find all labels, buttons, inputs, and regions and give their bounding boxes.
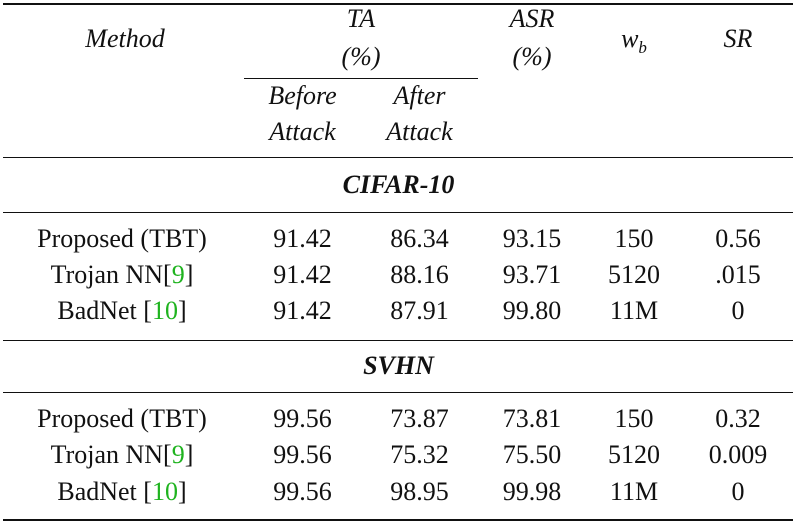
header-asr: ASR <box>509 4 555 33</box>
section-divider <box>3 340 793 342</box>
row-sr: 0.009 <box>708 440 768 469</box>
row-method: Proposed (TBT) <box>37 224 207 253</box>
row-method-text: BadNet [ <box>57 477 152 506</box>
row-before: 91.42 <box>273 296 332 325</box>
row-wb: 5120 <box>608 260 660 289</box>
row-after: 87.91 <box>390 296 449 325</box>
row-method-close: ] <box>184 440 194 469</box>
row-wb: 150 <box>614 224 654 253</box>
header-wb: wb <box>590 24 678 63</box>
row-method: Trojan NN[9] <box>0 260 244 290</box>
row-after: 73.87 <box>390 404 449 433</box>
citation-link[interactable]: 9 <box>171 260 185 289</box>
row-asr: 93.15 <box>502 224 562 253</box>
row-method: Trojan NN[9] <box>0 440 244 470</box>
header-rule <box>3 157 793 159</box>
header-before-2: Attack <box>269 117 336 146</box>
row-before: 99.56 <box>273 440 332 469</box>
row-method: Proposed (TBT) <box>37 404 207 433</box>
header-asr-unit: (%) <box>512 42 552 71</box>
row-after: 88.16 <box>390 260 449 289</box>
header-after-2: Attack <box>386 117 453 146</box>
header-after-1: After <box>393 81 446 110</box>
row-method-text: Trojan NN[ <box>50 440 172 469</box>
row-asr: 93.71 <box>502 260 562 289</box>
row-after: 86.34 <box>390 224 449 253</box>
row-sr: .015 <box>715 260 761 289</box>
section-rule-svhn <box>3 392 793 394</box>
row-before: 91.42 <box>273 260 332 289</box>
header-wb-sub: b <box>638 38 647 57</box>
row-asr: 99.80 <box>502 296 562 325</box>
row-asr: 99.98 <box>502 477 562 506</box>
section-rule-cifar10 <box>3 212 793 214</box>
row-asr: 73.81 <box>502 404 562 433</box>
row-before: 91.42 <box>273 224 332 253</box>
section-title-cifar10: CIFAR-10 <box>342 170 455 199</box>
row-sr: 0.56 <box>715 224 761 253</box>
row-before: 99.56 <box>273 404 332 433</box>
row-sr: 0 <box>731 296 745 325</box>
row-after: 75.32 <box>390 440 449 469</box>
row-method-close: ] <box>177 296 187 325</box>
citation-link[interactable]: 9 <box>171 440 185 469</box>
row-sr: 0.32 <box>715 404 761 433</box>
ta-subrule <box>244 78 478 80</box>
row-method: BadNet [10] <box>0 477 244 507</box>
row-wb: 5120 <box>608 440 660 469</box>
row-method-close: ] <box>177 477 187 506</box>
row-before: 99.56 <box>273 477 332 506</box>
header-sr: SR <box>723 24 753 53</box>
row-sr: 0 <box>731 477 745 506</box>
section-title-svhn: SVHN <box>363 351 434 380</box>
row-method-close: ] <box>184 260 194 289</box>
header-method: Method <box>85 24 165 53</box>
row-asr: 75.50 <box>502 440 562 469</box>
row-wb: 11M <box>609 296 659 325</box>
citation-link[interactable]: 10 <box>151 296 178 325</box>
row-after: 98.95 <box>390 477 449 506</box>
citation-link[interactable]: 10 <box>151 477 178 506</box>
top-rule <box>3 3 793 5</box>
bottom-rule <box>3 519 793 521</box>
row-method-text: Trojan NN[ <box>50 260 172 289</box>
header-wb-base: w <box>621 24 639 53</box>
header-before-1: Before <box>268 81 337 110</box>
row-wb: 150 <box>614 404 654 433</box>
row-method: BadNet [10] <box>0 296 244 326</box>
header-ta-unit: (%) <box>341 42 381 71</box>
row-method-text: BadNet [ <box>57 296 152 325</box>
header-ta: TA <box>346 4 376 33</box>
row-wb: 11M <box>609 477 659 506</box>
